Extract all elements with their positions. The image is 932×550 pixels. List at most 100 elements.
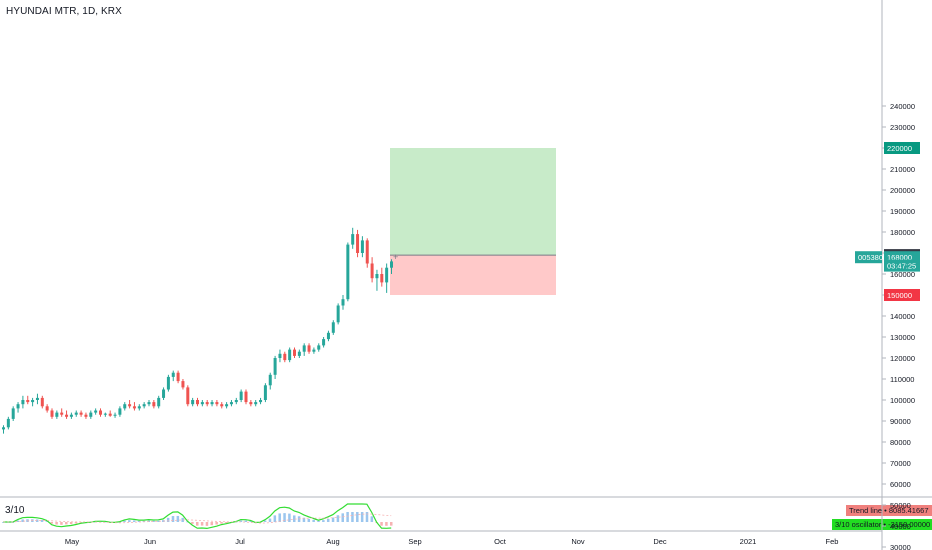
candle-body xyxy=(268,374,272,386)
osc-bar xyxy=(356,512,359,522)
price-tick-label: 160000 xyxy=(890,270,915,279)
osc-bar xyxy=(181,517,184,522)
time-label: Jul xyxy=(235,537,245,546)
osc-bar xyxy=(69,522,73,525)
candle-body xyxy=(322,339,326,346)
osc-bar xyxy=(273,515,277,522)
candle-body xyxy=(94,410,98,413)
candle-body xyxy=(278,353,282,358)
candle-body xyxy=(196,400,199,405)
osc-bar xyxy=(360,512,364,522)
time-label: Dec xyxy=(653,537,667,546)
profit-zone xyxy=(390,148,556,256)
candle-body xyxy=(215,402,219,405)
candle-body xyxy=(176,372,180,382)
position-zones[interactable] xyxy=(390,148,556,295)
price-tick-label: 190000 xyxy=(890,207,915,216)
osc-bar xyxy=(60,522,63,525)
osc-bar xyxy=(128,520,131,522)
osc-bar xyxy=(307,518,311,522)
candle-body xyxy=(103,413,107,415)
osc-line xyxy=(3,503,392,530)
osc-bar xyxy=(322,520,325,522)
candle-body xyxy=(74,412,78,415)
candle-body xyxy=(84,414,88,417)
candle-body xyxy=(249,402,253,405)
osc-bar xyxy=(293,515,296,522)
price-tick-label: 60000 xyxy=(890,480,911,489)
symbol-tag-bg xyxy=(855,251,882,264)
osc-bar xyxy=(312,519,315,522)
loss-zone xyxy=(390,255,556,295)
price-label-countdown-bg xyxy=(884,259,920,272)
candle-body xyxy=(113,414,117,416)
osc-bar xyxy=(331,517,335,522)
candle-body xyxy=(40,397,44,407)
osc-bar xyxy=(35,519,39,522)
candles-layer: + xyxy=(2,227,398,434)
price-label-target-bg xyxy=(884,142,920,154)
oscillator-pane: Trend line • 8085.41667 3/10 oscillator •… xyxy=(0,496,932,530)
candle-body xyxy=(60,412,64,415)
candle-body xyxy=(11,408,15,419)
candle-body xyxy=(162,389,166,398)
price-label-stop: 150000 xyxy=(887,291,912,300)
price-tick-label: 210000 xyxy=(890,165,915,174)
osc-bar xyxy=(302,517,306,522)
osc-bar xyxy=(200,522,204,526)
candle-body xyxy=(365,240,369,264)
symbol-tag: 005380 xyxy=(858,253,883,262)
osc-bar xyxy=(210,522,214,526)
price-tick-label: 140000 xyxy=(890,312,915,321)
osc-bar xyxy=(50,522,53,524)
candle-body xyxy=(307,345,311,352)
price-tick-label: 200000 xyxy=(890,186,915,195)
candle-body xyxy=(50,410,54,417)
candle-body xyxy=(16,404,20,409)
osc-bar xyxy=(365,512,369,522)
osc-bar xyxy=(390,522,393,526)
time-label: Jun xyxy=(144,537,156,546)
legend-osc: 3/10 oscillator • -3150.00000 xyxy=(835,520,930,529)
price-label-stop-bg xyxy=(884,289,920,301)
osc-bar xyxy=(16,520,20,522)
price-axis[interactable]: 2000030000400005000060000700008000090000… xyxy=(881,0,915,550)
candle-body xyxy=(360,240,364,253)
candle-body xyxy=(26,400,30,403)
candle-body xyxy=(356,234,360,253)
candle-body xyxy=(346,244,350,300)
candle-body xyxy=(79,412,83,415)
price-tick-label: 120000 xyxy=(890,354,915,363)
osc-bar xyxy=(341,513,344,522)
candle-body xyxy=(171,372,175,377)
candle-body xyxy=(142,404,146,407)
candle-body xyxy=(225,404,229,407)
osc-bar xyxy=(79,522,83,523)
price-tick-label: 80000 xyxy=(890,438,911,447)
candle-body xyxy=(6,418,10,428)
osc-bar xyxy=(317,520,320,522)
osc-bar xyxy=(244,520,247,522)
candle-body xyxy=(99,410,102,415)
candle-body xyxy=(2,427,5,430)
candle-body xyxy=(244,391,248,403)
osc-bar xyxy=(196,522,199,526)
osc-bar xyxy=(166,517,170,522)
candle-body xyxy=(351,234,355,245)
candle-body xyxy=(297,351,301,356)
time-label: Feb xyxy=(826,537,839,546)
osc-bar xyxy=(191,522,194,524)
candle-body xyxy=(259,400,263,403)
candle-body xyxy=(375,274,379,279)
candle-body xyxy=(288,349,292,361)
time-label: May xyxy=(65,537,79,546)
candle-body xyxy=(45,406,49,411)
osc-bar xyxy=(220,522,223,524)
candle-body xyxy=(123,404,127,409)
time-axis[interactable]: May Jun Jul Aug Sep Oct Nov Dec 2021 Feb xyxy=(0,530,882,546)
osc-bar xyxy=(263,520,267,522)
osc-bar xyxy=(176,515,180,522)
osc-bar xyxy=(123,520,126,522)
